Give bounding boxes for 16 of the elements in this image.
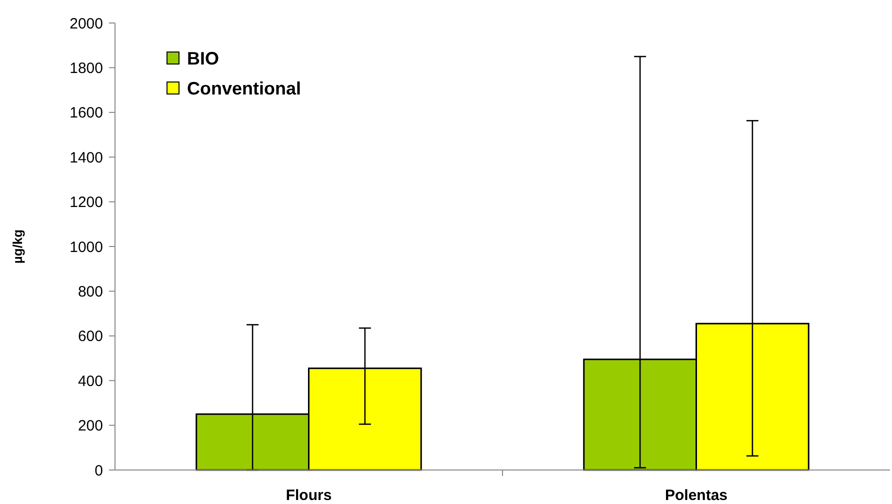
legend-label: Conventional [187, 78, 302, 98]
y-tick-label: 1400 [70, 149, 103, 166]
y-axis-title: µg/kg [10, 229, 25, 264]
y-tick-label: 1600 [70, 104, 103, 122]
y-tick-label: 600 [78, 328, 103, 346]
y-tick-label: 400 [78, 372, 103, 390]
x-tick-label: Polentas [664, 487, 728, 504]
x-tick-label: Flours [286, 487, 332, 504]
y-tick-label: 1200 [70, 194, 103, 212]
y-tick-label: 1800 [70, 60, 103, 77]
y-tick-label: 2000 [70, 15, 103, 32]
y-tick-label: 1000 [70, 238, 103, 256]
y-tick-label: 0 [94, 462, 103, 480]
legend-label: BIO [187, 48, 220, 68]
y-tick-label: 200 [78, 418, 103, 435]
y-tick-label: 800 [78, 283, 103, 300]
